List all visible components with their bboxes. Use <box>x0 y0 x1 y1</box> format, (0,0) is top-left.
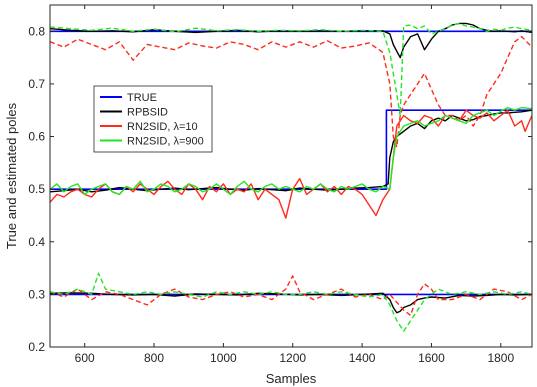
x-tick-label: 600 <box>75 351 95 365</box>
x-tick-label: 1600 <box>418 351 445 365</box>
series-layer <box>50 22 532 332</box>
y-axis-title: True and estimated poles <box>4 102 19 249</box>
y-tick-label: 0.4 <box>28 235 45 249</box>
y-tick-label: 0.7 <box>28 77 45 91</box>
y-tick-label: 0.2 <box>28 340 45 354</box>
series-3-line-1 <box>50 106 532 196</box>
x-tick-label: 1200 <box>279 351 306 365</box>
legend-entry: TRUE <box>127 92 157 104</box>
series-2 <box>50 35 532 317</box>
series-2-line-2 <box>50 275 532 317</box>
y-tick-label: 0.3 <box>28 287 45 301</box>
x-tick-label: 1000 <box>210 351 237 365</box>
x-tick-label: 1800 <box>487 351 514 365</box>
plot-area-frame <box>49 4 533 348</box>
x-tick-label: 1400 <box>349 351 376 365</box>
legend-entry: RN2SID, λ=900 <box>127 136 204 148</box>
series-3 <box>50 22 532 332</box>
legend: TRUE RPBSID RN2SID, λ=10 RN2SID, λ=900 <box>93 85 213 153</box>
y-tick-label: 0.6 <box>28 130 45 144</box>
legend-entry: RN2SID, λ=10 <box>127 121 198 133</box>
y-tick-label: 0.8 <box>28 24 45 38</box>
series-1 <box>50 22 532 314</box>
legend-entry: RPBSID <box>127 107 168 119</box>
x-tick-label: 800 <box>144 351 164 365</box>
axis-ticks: 600 800 1000 1200 1400 1600 1800 0.2 0.3 0.4 0.5 0.… <box>28 5 532 365</box>
x-axis-title: Samples <box>266 371 317 386</box>
series-3-line-2 <box>50 272 532 332</box>
y-tick-label: 0.5 <box>28 182 45 196</box>
series-2-line-0 <box>50 35 532 148</box>
series-3-line-0 <box>50 22 532 117</box>
series-0 <box>50 30 532 296</box>
series-1-line-0 <box>50 22 532 59</box>
